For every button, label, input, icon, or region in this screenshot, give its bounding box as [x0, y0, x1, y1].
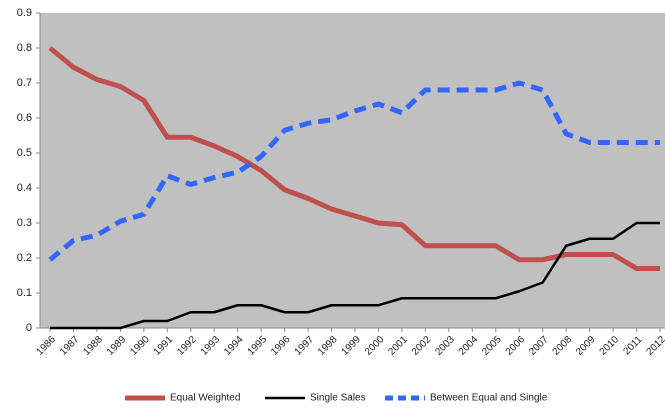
x-tick-label: 2006 [504, 334, 528, 358]
x-tick-label: 1999 [339, 334, 363, 358]
x-tick-label: 2009 [574, 334, 598, 358]
x-tick-label: 2007 [527, 334, 551, 358]
legend-label: Equal Weighted [170, 393, 240, 404]
x-tick-label: 1991 [152, 334, 176, 358]
plot-area [40, 13, 665, 328]
x-tick-label: 2002 [410, 334, 434, 358]
x-tick-label: 2001 [386, 334, 410, 358]
x-tick-label: 2005 [480, 334, 504, 358]
series-line [50, 221, 660, 330]
y-tick-label: 0.3 [17, 217, 32, 229]
x-tick-label: 1988 [81, 334, 105, 358]
series-line [48, 80, 660, 262]
x-tick-label: 2004 [457, 334, 481, 358]
x-tick-label: 1987 [58, 334, 82, 358]
y-tick-label: 0 [26, 322, 32, 334]
x-tick-label: 1993 [199, 334, 223, 358]
y-tick-label: 0.6 [17, 112, 32, 124]
x-tick-label: 1998 [316, 334, 340, 358]
x-tick-label: 2000 [363, 334, 387, 358]
y-tick-label: 0.9 [17, 7, 32, 19]
x-tick-label: 1992 [175, 334, 199, 358]
x-tick-label: 1995 [246, 334, 270, 358]
x-tick-label: 2011 [622, 334, 645, 357]
x-tick-label: 2012 [644, 334, 665, 358]
x-tick-label: 1994 [222, 334, 246, 358]
y-tick-label: 0.8 [17, 42, 32, 54]
x-tick-label: 1989 [105, 334, 129, 358]
legend-label: Between Equal and Single [430, 393, 548, 404]
x-tick-label: 1990 [128, 334, 152, 358]
y-tick-label: 0.7 [17, 77, 32, 89]
y-tick-label: 0.2 [17, 252, 32, 264]
x-tick-label: 2010 [598, 334, 622, 358]
x-tick-label: 1997 [293, 334, 317, 358]
y-tick-label: 0.5 [17, 147, 32, 159]
x-tick-label: 2003 [433, 334, 457, 358]
x-tick-label: 2008 [551, 334, 575, 358]
x-tick-label: 1986 [34, 334, 58, 358]
y-tick-label: 0.4 [17, 182, 32, 194]
legend-label: Single Sales [310, 393, 366, 404]
x-tick-label: 1996 [269, 334, 293, 358]
y-tick-label: 0.1 [17, 287, 32, 299]
